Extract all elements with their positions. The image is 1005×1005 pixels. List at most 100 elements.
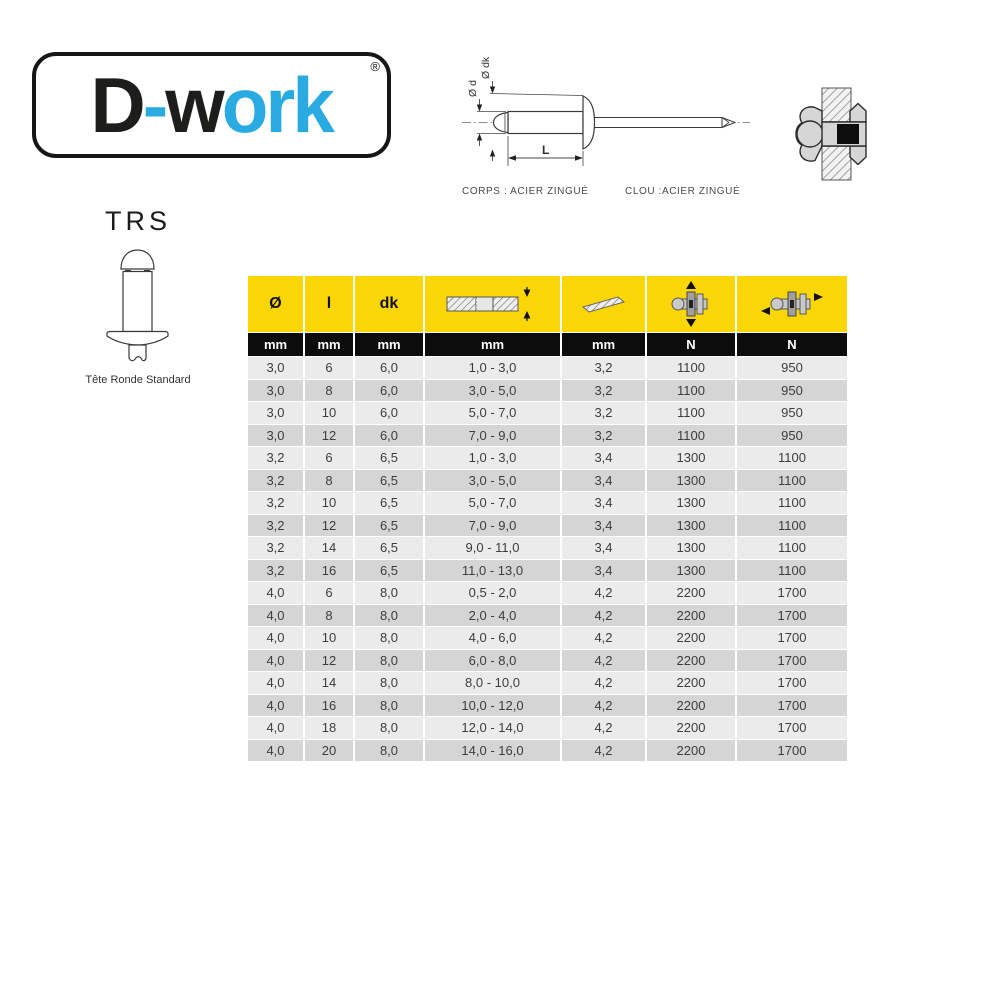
table-cell: 3,2 xyxy=(562,357,645,379)
table-cell: 1,0 - 3,0 xyxy=(425,447,560,469)
spec-table: Ø l dk xyxy=(248,276,847,761)
table-cell: 8,0 xyxy=(355,649,423,671)
table-cell: 2200 xyxy=(647,582,735,604)
caption-corps: CORPS : ACIER ZINGUÉ xyxy=(462,186,589,197)
table-cell: 4,2 xyxy=(562,649,645,671)
table-cell: 11,0 - 13,0 xyxy=(425,559,560,581)
table-cell: 3,2 xyxy=(248,537,303,559)
table-cell: 4,2 xyxy=(562,582,645,604)
table-cell: 2,0 - 4,0 xyxy=(425,604,560,626)
table-cell: 8,0 xyxy=(355,582,423,604)
caption-clou: CLOU :ACIER ZINGUÉ xyxy=(625,186,741,197)
table-cell: 4,0 xyxy=(248,717,303,739)
table-cell: 2200 xyxy=(647,649,735,671)
unit-cell: mm xyxy=(305,333,353,356)
table-cell: 4,2 xyxy=(562,672,645,694)
table-cell: 14,0 - 16,0 xyxy=(425,739,560,761)
table-cell: 3,2 xyxy=(562,424,645,446)
table-cell: 16 xyxy=(305,559,353,581)
table-cell: 1300 xyxy=(647,514,735,536)
table-cell: 1300 xyxy=(647,469,735,491)
brand-logo-text: D-work xyxy=(91,66,335,144)
table-cell: 1100 xyxy=(737,537,847,559)
table-cell: 6 xyxy=(305,582,353,604)
product-code: TRS xyxy=(105,206,171,236)
table-cell: 1700 xyxy=(737,672,847,694)
rivet-cross-section-drawing xyxy=(795,87,867,181)
table-cell: 6,5 xyxy=(355,447,423,469)
table-cell: 1100 xyxy=(737,492,847,514)
logo-part-4: ork xyxy=(222,61,335,149)
table-cell: 9,0 - 11,0 xyxy=(425,537,560,559)
table-cell: 12 xyxy=(305,649,353,671)
dim-label-l: L xyxy=(542,143,549,157)
table-cell: 4,0 xyxy=(248,582,303,604)
drill-bit-icon xyxy=(581,296,625,313)
table-cell: 4,2 xyxy=(562,627,645,649)
table-cell: 3,2 xyxy=(248,559,303,581)
table-cell: 7,0 - 9,0 xyxy=(425,514,560,536)
table-cell: 8 xyxy=(305,379,353,401)
clamp-range-icon xyxy=(446,287,530,321)
table-cell: 3,0 xyxy=(248,357,303,379)
product-block: TRS Tête Ronde Standard xyxy=(80,206,196,386)
table-cell: 6,0 xyxy=(355,402,423,424)
plate-bottom xyxy=(821,145,852,181)
table-cell: 8,0 xyxy=(355,717,423,739)
table-cell: 4,0 - 6,0 xyxy=(425,627,560,649)
table-cell: 3,0 - 5,0 xyxy=(425,469,560,491)
table-cell: 950 xyxy=(737,379,847,401)
table-cell: 8,0 xyxy=(355,604,423,626)
table-cell: 1300 xyxy=(647,492,735,514)
product-caption: Tête Ronde Standard xyxy=(85,374,191,386)
table-cell: 4,0 xyxy=(248,627,303,649)
table-cell: 12 xyxy=(305,514,353,536)
table-cell: 1100 xyxy=(737,469,847,491)
table-cell: 5,0 - 7,0 xyxy=(425,402,560,424)
table-cell: 3,2 xyxy=(248,514,303,536)
table-cell: 8,0 xyxy=(355,739,423,761)
table-cell: 6,0 - 8,0 xyxy=(425,649,560,671)
table-cell: 3,2 xyxy=(562,379,645,401)
table-cell: 1700 xyxy=(737,627,847,649)
col-header-shear-strength xyxy=(737,276,847,332)
table-cell: 1700 xyxy=(737,739,847,761)
table-cell: 4,0 xyxy=(248,739,303,761)
table-cell: 1700 xyxy=(737,694,847,716)
table-cell: 4,0 xyxy=(248,604,303,626)
table-cell: 1300 xyxy=(647,559,735,581)
unit-cell: N xyxy=(737,333,847,356)
shear-strength-icon xyxy=(761,291,823,317)
col-header-diameter: Ø xyxy=(248,276,303,332)
col-header-tensile-strength xyxy=(647,276,735,332)
table-cell: 1100 xyxy=(647,402,735,424)
table-cell: 8,0 - 10,0 xyxy=(425,672,560,694)
table-cell: 3,4 xyxy=(562,447,645,469)
brand-logo: D-work ® xyxy=(32,52,391,158)
table-cell: 6 xyxy=(305,447,353,469)
table-cell: 6,5 xyxy=(355,559,423,581)
table-cell: 3,2 xyxy=(248,469,303,491)
table-cell: 950 xyxy=(737,402,847,424)
table-cell: 8,0 xyxy=(355,627,423,649)
table-cell: 3,2 xyxy=(562,402,645,424)
table-cell: 2200 xyxy=(647,694,735,716)
table-cell: 4,0 xyxy=(248,649,303,671)
table-cell: 6,5 xyxy=(355,537,423,559)
table-cell: 1700 xyxy=(737,582,847,604)
dim-label-dk: Ø dk xyxy=(480,56,492,79)
table-cell: 8,0 xyxy=(355,672,423,694)
table-cell: 3,4 xyxy=(562,492,645,514)
table-cell: 1100 xyxy=(647,357,735,379)
table-cell: 1300 xyxy=(647,537,735,559)
table-cell: 10 xyxy=(305,627,353,649)
table-cell: 14 xyxy=(305,537,353,559)
table-cell: 3,0 xyxy=(248,379,303,401)
logo-part-3: w xyxy=(165,61,225,149)
table-cell: 3,4 xyxy=(562,469,645,491)
table-cell: 950 xyxy=(737,357,847,379)
table-cell: 3,0 xyxy=(248,402,303,424)
registered-trademark-icon: ® xyxy=(370,59,380,74)
table-cell: 18 xyxy=(305,717,353,739)
table-cell: 20 xyxy=(305,739,353,761)
